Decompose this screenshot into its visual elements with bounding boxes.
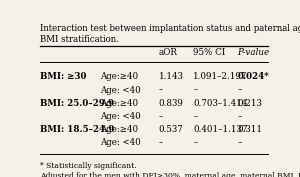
Text: Interaction test between implantation status and paternal age following paternal: Interaction test between implantation st… bbox=[40, 24, 300, 33]
Text: BMI: 25.0–29.9: BMI: 25.0–29.9 bbox=[40, 99, 114, 108]
Text: 0.703–1.414: 0.703–1.414 bbox=[193, 99, 248, 108]
Text: 0.213: 0.213 bbox=[238, 99, 262, 108]
Text: 1.091–2.197: 1.091–2.197 bbox=[193, 72, 248, 81]
Text: 1.143: 1.143 bbox=[158, 72, 183, 81]
Text: –: – bbox=[193, 138, 198, 147]
Text: * Statistically significant.: * Statistically significant. bbox=[40, 162, 136, 170]
Text: –: – bbox=[238, 138, 242, 147]
Text: –: – bbox=[238, 112, 242, 121]
Text: P-value: P-value bbox=[238, 48, 270, 58]
Text: Adjusted for the men with DFI>30%, maternal age, maternal BMI, times of: Adjusted for the men with DFI>30%, mater… bbox=[40, 172, 300, 177]
Text: Age:≥40: Age:≥40 bbox=[100, 99, 138, 108]
Text: 0.839: 0.839 bbox=[158, 99, 183, 108]
Text: –: – bbox=[158, 138, 163, 147]
Text: Age: <40: Age: <40 bbox=[100, 85, 141, 95]
Text: BMI: ≥30: BMI: ≥30 bbox=[40, 72, 86, 81]
Text: BMI stratification.: BMI stratification. bbox=[40, 35, 119, 44]
Text: –: – bbox=[193, 112, 198, 121]
Text: Age:≥40: Age:≥40 bbox=[100, 125, 138, 134]
Text: 0.311: 0.311 bbox=[238, 125, 262, 134]
Text: –: – bbox=[193, 85, 198, 95]
Text: 0.024*: 0.024* bbox=[238, 72, 269, 81]
Text: Age:≥40: Age:≥40 bbox=[100, 72, 138, 81]
Text: –: – bbox=[158, 85, 163, 95]
Text: 0.401–1.137: 0.401–1.137 bbox=[193, 125, 248, 134]
Text: aOR: aOR bbox=[158, 48, 177, 58]
Text: –: – bbox=[158, 112, 163, 121]
Text: Age: <40: Age: <40 bbox=[100, 138, 141, 147]
Text: Age: <40: Age: <40 bbox=[100, 112, 141, 121]
Text: 0.537: 0.537 bbox=[158, 125, 183, 134]
Text: –: – bbox=[238, 85, 242, 95]
Text: BMI: 18.5–24.9: BMI: 18.5–24.9 bbox=[40, 125, 114, 134]
Text: 95% CI: 95% CI bbox=[193, 48, 226, 58]
